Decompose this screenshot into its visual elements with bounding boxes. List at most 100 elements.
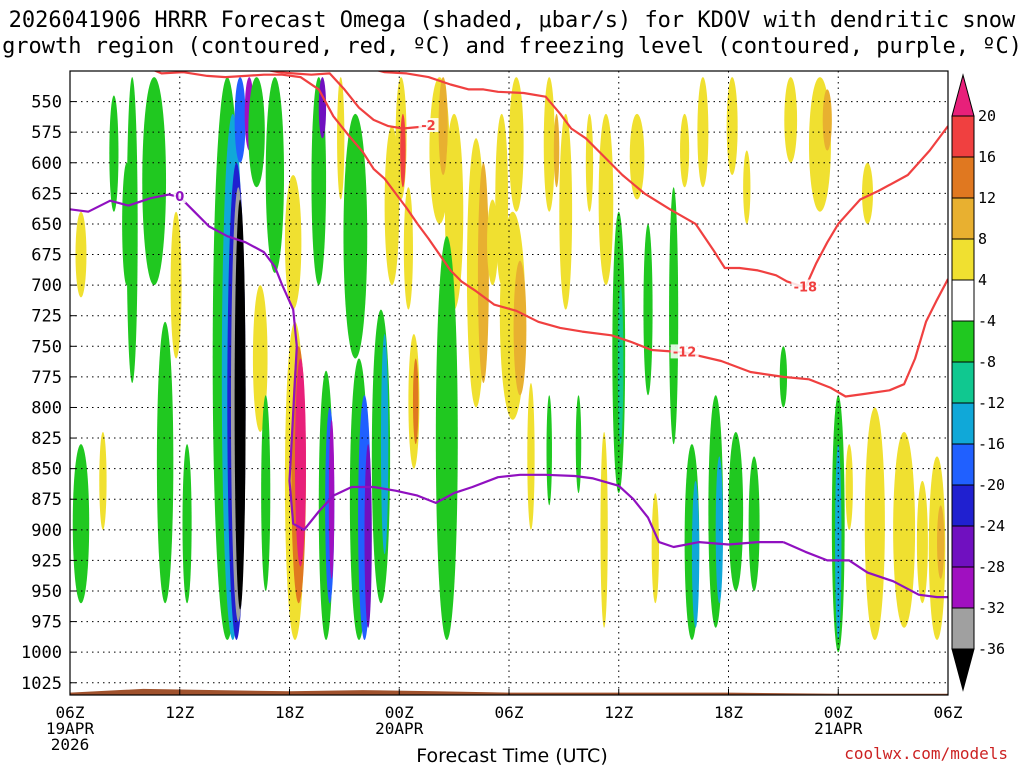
omega-cell [527, 383, 535, 530]
omega-cell [598, 113, 614, 286]
colorbar-segment [951, 607, 975, 650]
x-tick-label: 06Z [934, 703, 963, 722]
omega-cell [822, 89, 832, 151]
dgz-label: -18 [794, 281, 818, 296]
omega-cell [553, 113, 560, 188]
omega-cell [748, 456, 760, 591]
colorbar-segment [951, 320, 975, 363]
y-tick-label: 900 [31, 521, 62, 541]
contour-labels: -12 -2 -18 0 [173, 118, 820, 360]
colorbar-label: -20 [978, 476, 1005, 494]
omega-cell [487, 199, 499, 286]
y-tick-label: 925 [31, 551, 62, 571]
y-tick-label: 1000 [21, 643, 62, 663]
x-tick-label: 18Z [714, 703, 743, 722]
colorbar-segment [951, 73, 975, 117]
omega-cell [403, 187, 413, 310]
x-tick-label: 12Z [604, 703, 633, 722]
freezing-level-contour [782, 541, 948, 599]
dgz-contour [266, 71, 429, 130]
omega-cell [864, 407, 885, 640]
omega-cell [170, 211, 182, 359]
y-tick-label: 775 [31, 368, 62, 388]
omega-cell [728, 431, 744, 591]
y-tick-label: 550 [31, 93, 62, 113]
omega-cell [643, 223, 653, 396]
x-tick-label: 00Z [824, 703, 853, 722]
dgz-label: -12 [673, 345, 697, 360]
x-tick-label: 12Z [165, 703, 194, 722]
omega-cell [261, 395, 271, 591]
omega-cell [743, 150, 751, 224]
omega-cell [156, 321, 174, 604]
omega-cell [585, 113, 594, 212]
colorbar-segment [951, 443, 975, 486]
omega-cell [784, 77, 798, 163]
omega-cell [142, 77, 167, 286]
omega-cell [691, 480, 700, 628]
x-tick-label: 20APR [375, 719, 424, 738]
omega-cell [380, 334, 389, 555]
omega-cell [546, 395, 552, 506]
colorbar-label: 8 [978, 230, 987, 248]
chart-title-line-1: 2026041906 HRRR Forecast Omega (shaded, … [8, 8, 1016, 33]
y-tick-label: 725 [31, 307, 62, 327]
x-axis-title: Forecast Time (UTC) [416, 745, 608, 767]
dgz-label-bg [791, 279, 820, 294]
omega-cell [234, 199, 246, 610]
omega-cell [384, 126, 400, 286]
omega-cell [435, 236, 458, 640]
omega-cell [284, 175, 302, 310]
omega-cell [126, 77, 138, 383]
omega-cell [651, 493, 659, 604]
omega-cell [294, 358, 306, 567]
colorbar-label: -8 [978, 353, 996, 371]
colorbar-segment [951, 402, 975, 445]
dgz-label: -2 [421, 119, 435, 134]
colorbar-segment [951, 115, 975, 158]
omega-cell [513, 260, 527, 396]
colorbar-segment [951, 361, 975, 404]
colorbar-label: 12 [978, 189, 996, 207]
omega-cell [75, 211, 87, 298]
colorbar-label: -4 [978, 312, 996, 330]
colorbar-segment [951, 484, 975, 527]
omega-cell [72, 444, 90, 604]
omega-cell [318, 77, 327, 139]
freezing-level-label-bg [173, 189, 186, 204]
colorbar-label: -36 [978, 640, 1005, 658]
y-tick-label: 575 [31, 123, 62, 143]
omega-cell [575, 395, 582, 494]
omega-cell [343, 113, 368, 359]
credit-link[interactable]: coolwx.com/models [844, 744, 1008, 763]
colorbar-label: -32 [978, 599, 1005, 617]
x-tick-label: 06Z [495, 703, 524, 722]
freezing-level-label: 0 [175, 190, 184, 205]
y-tick-label: 975 [31, 613, 62, 633]
colorbar-label: -24 [978, 517, 1005, 535]
omega-cell [508, 77, 524, 212]
omega-cell [265, 77, 285, 273]
omega-cell [364, 444, 372, 628]
freezing-level-contour [70, 193, 784, 549]
y-tick-label: 875 [31, 490, 62, 510]
x-tick-label: 21APR [814, 719, 863, 738]
omega-cell [234, 77, 246, 163]
omega-cell [726, 77, 738, 175]
contour-lines [70, 71, 948, 599]
omega-cell [252, 285, 268, 432]
omega-cell [845, 444, 853, 530]
omega-cell [248, 77, 265, 188]
omega-cell [99, 431, 107, 530]
colorbar-label: 16 [978, 148, 996, 166]
omega-cell [916, 480, 928, 604]
x-tick-label: 00Z [385, 703, 414, 722]
colorbar-segment [951, 197, 975, 240]
colorbar-label: 20 [978, 107, 996, 125]
y-tick-label: 825 [31, 429, 62, 449]
colorbar-segment [951, 279, 975, 322]
chart-title-line-2: growth region (contoured, red, ºC) and f… [2, 34, 1022, 59]
x-tick-label: 2026 [51, 735, 90, 754]
